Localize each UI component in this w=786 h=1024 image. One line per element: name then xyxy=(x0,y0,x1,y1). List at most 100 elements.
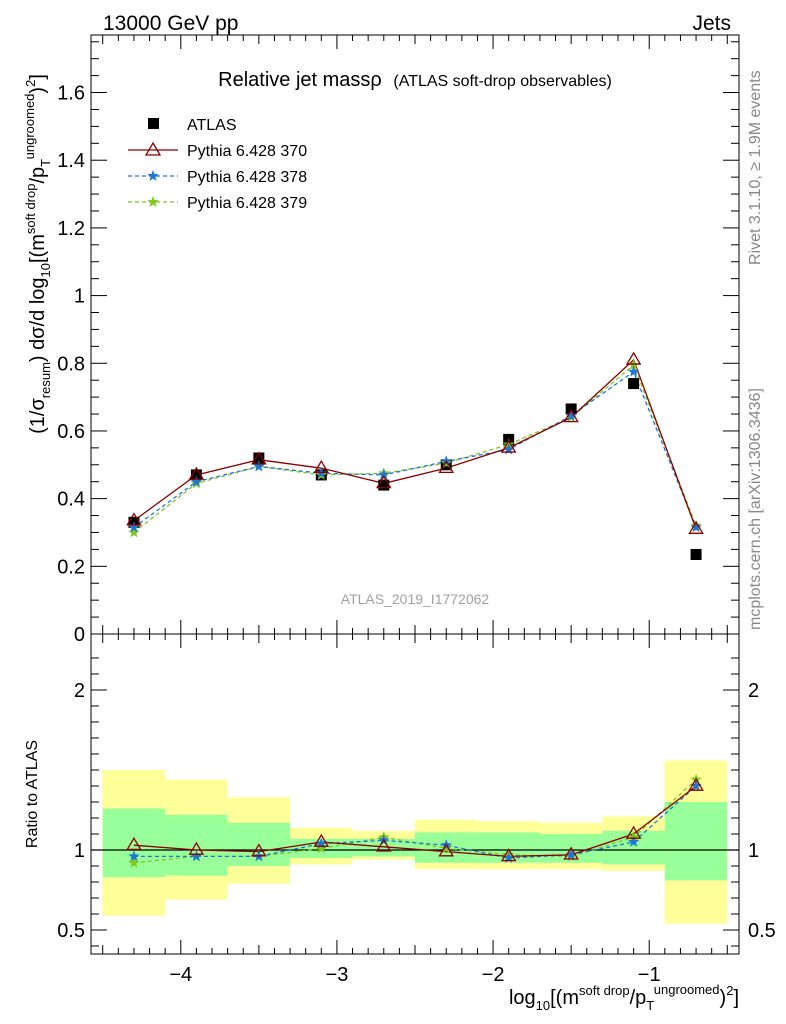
ratio-y-tick-label-right: 1 xyxy=(748,840,759,862)
legend-marker-pythia-378 xyxy=(147,170,159,181)
x-axis-label: log10[(msoft drop/pTungroomed)2] xyxy=(509,982,739,1013)
ratio-y-axis-label: Ratio to ATLAS xyxy=(24,740,41,848)
ratio-point-pythia-370 xyxy=(500,848,517,862)
x-tick-label: −1 xyxy=(638,964,661,986)
x-tick-label: −3 xyxy=(326,964,349,986)
x-tick-label: −4 xyxy=(169,964,192,986)
ratio-point-pythia-370 xyxy=(251,843,267,857)
main-point-pythia-370 xyxy=(188,466,205,480)
legend-entry-pythia-378: Pythia 6.428 378 xyxy=(128,169,307,186)
main-point-pythia-378 xyxy=(627,365,640,377)
main-point-pythia-378 xyxy=(378,468,390,480)
main-point-pythia-370 xyxy=(251,451,267,465)
main-y-tick-label: 1.6 xyxy=(57,83,85,105)
main-point-atlas xyxy=(378,479,390,491)
main-point-pythia-370 xyxy=(688,520,704,534)
ratio-band-green xyxy=(352,838,415,857)
main-point-pythia-378 xyxy=(128,521,140,533)
main-point-pythia-378 xyxy=(565,409,577,421)
plot-title-main: Relative jet massρ xyxy=(218,69,382,91)
ratio-point-pythia-378 xyxy=(690,780,702,791)
main-y-tick-label: 1.4 xyxy=(57,150,85,172)
main-y-axis-label: (1/σresum) dσ/d log10[(msoft drop/pTungr… xyxy=(22,74,53,434)
main-panel-ticks: 0 0.2 0.4 0.6 0.8 1 1.2 1.4 1.6 xyxy=(57,35,739,646)
legend-label-pythia-370: Pythia 6.428 370 xyxy=(187,143,307,160)
main-point-pythia-370 xyxy=(313,459,330,474)
main-point-atlas xyxy=(190,469,202,481)
ratio-panel-series xyxy=(126,773,704,868)
ratio-point-pythia-370 xyxy=(126,836,142,851)
main-point-pythia-370 xyxy=(438,459,455,474)
legend-marker-atlas xyxy=(148,118,159,129)
main-point-pythia-370 xyxy=(625,351,642,365)
ratio-point-pythia-370 xyxy=(688,777,704,791)
ratio-point-pythia-379 xyxy=(440,842,452,854)
ratio-y-tick-label: 2 xyxy=(74,680,85,702)
ratio-y-tick-label: 1 xyxy=(74,840,85,862)
ratio-y-tick-label-right: 2 xyxy=(748,680,759,702)
main-point-pythia-378 xyxy=(253,460,265,472)
main-y-tick-label: 1.2 xyxy=(57,218,85,240)
header-left-label: 13000 GeV pp xyxy=(103,12,238,35)
ratio-point-pythia-378 xyxy=(502,852,515,863)
main-point-pythia-370 xyxy=(563,409,579,423)
legend-label-pythia-378: Pythia 6.428 378 xyxy=(187,169,307,186)
legend-label-pythia-379: Pythia 6.428 379 xyxy=(187,195,307,212)
main-point-atlas xyxy=(253,452,265,464)
ratio-point-pythia-379 xyxy=(315,842,328,854)
main-point-atlas xyxy=(628,378,640,390)
main-y-tick-label: 0.2 xyxy=(57,556,85,578)
main-y-tick-label: 0.8 xyxy=(57,353,85,375)
ratio-point-pythia-370 xyxy=(313,833,330,847)
header-right-label: Jets xyxy=(692,12,731,35)
main-point-pythia-370 xyxy=(375,475,392,489)
main-point-pythia-378 xyxy=(190,475,203,487)
ratio-point-pythia-370 xyxy=(563,846,579,860)
ratio-point-pythia-378 xyxy=(128,850,140,862)
ratio-point-pythia-378 xyxy=(565,848,577,860)
ratio-panel-bands xyxy=(91,760,739,924)
ratio-y-tick-label-right: 0.5 xyxy=(748,920,776,942)
ratio-point-pythia-378 xyxy=(315,837,328,849)
ratio-y-tick-label: 0.5 xyxy=(57,920,85,942)
main-y-tick-label: 0.4 xyxy=(57,489,85,511)
ratio-line-pythia-378 xyxy=(133,785,697,859)
main-point-pythia-378 xyxy=(502,443,515,455)
ratio-band-green xyxy=(102,808,166,878)
main-point-atlas xyxy=(690,548,702,560)
legend: ATLAS Pythia 6.428 370 Pythia 6.428 378 … xyxy=(128,117,307,212)
main-y-tick-label: 1 xyxy=(74,286,85,308)
legend-marker-pythia-379 xyxy=(147,196,159,207)
main-line-pythia-379 xyxy=(133,363,697,533)
ratio-point-pythia-370 xyxy=(375,838,392,852)
main-point-atlas xyxy=(565,403,577,415)
main-point-pythia-379 xyxy=(128,526,140,538)
main-line-pythia-378 xyxy=(133,370,697,528)
main-panel-series xyxy=(126,351,704,560)
main-y-tick-label: 0 xyxy=(74,624,85,646)
legend-label-atlas: ATLAS xyxy=(187,117,237,134)
main-y-tick-label: 0.6 xyxy=(57,421,85,443)
ratio-line-pythia-370 xyxy=(133,785,697,858)
analysis-watermark: ATLAS_2019_I1772062 xyxy=(341,591,490,607)
legend-entry-pythia-370: Pythia 6.428 370 xyxy=(128,141,307,160)
ratio-band-green xyxy=(165,814,228,876)
x-tick-label: −2 xyxy=(482,964,505,986)
main-line-pythia-370 xyxy=(133,358,697,530)
mcplots-label: mcplots.cern.ch [arXiv:1306.3436] xyxy=(747,388,764,630)
ratio-panel-ticks: −4 −3 −2 −1 0.5 0.5 1 1 2 2 xyxy=(57,634,776,986)
rivet-version-label: Rivet 3.1.10, ≥ 1.9M events xyxy=(747,70,764,265)
legend-entry-atlas: ATLAS xyxy=(148,117,237,134)
plot-title-sub: (ATLAS soft-drop observables) xyxy=(393,73,611,90)
plot-title: Relative jet massρ (ATLAS soft-drop obse… xyxy=(218,69,612,91)
main-point-pythia-378 xyxy=(690,521,702,533)
main-point-pythia-370 xyxy=(500,439,517,453)
ratio-point-pythia-378 xyxy=(627,836,640,847)
ratio-point-pythia-370 xyxy=(188,841,205,855)
legend-entry-pythia-379: Pythia 6.428 379 xyxy=(128,195,307,212)
ratio-band-green xyxy=(664,802,728,881)
ratio-point-pythia-370 xyxy=(438,843,455,857)
ratio-point-pythia-370 xyxy=(625,825,642,839)
legend-marker-pythia-370 xyxy=(144,141,162,156)
